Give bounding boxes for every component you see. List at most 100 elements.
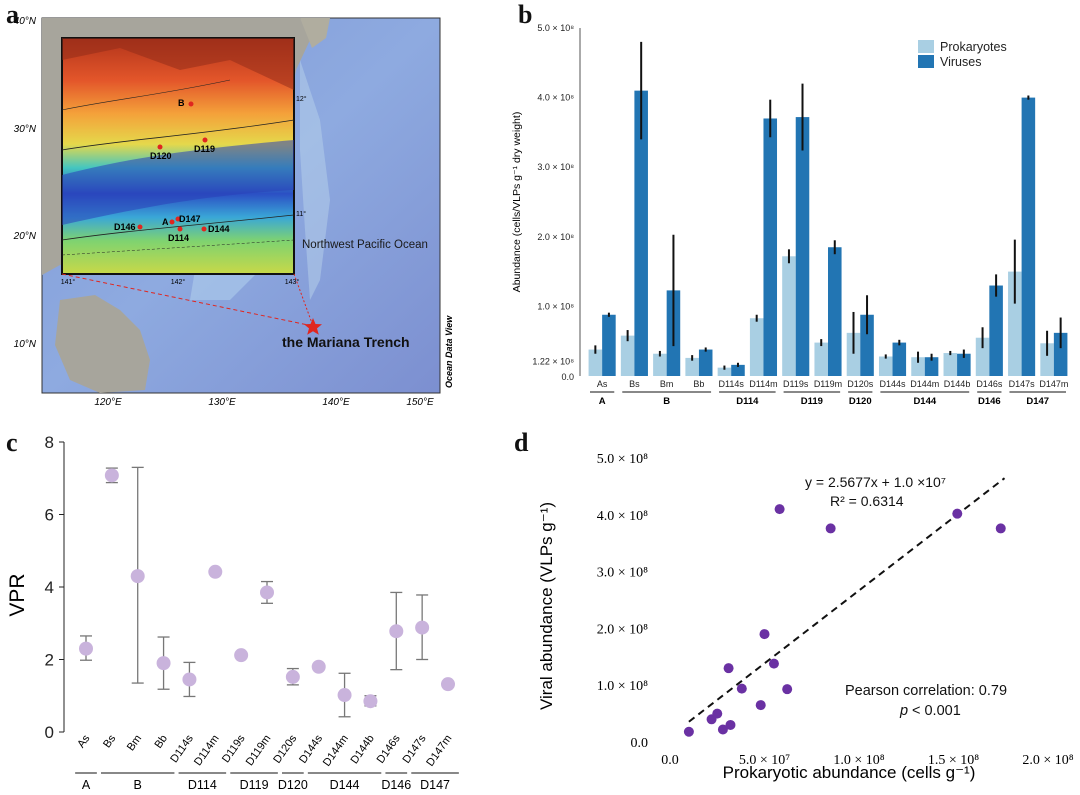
- lat-label-40: 40°N: [14, 16, 37, 27]
- b-y-axis-title: Abundance (cells/VLPs g⁻¹ dry weight): [511, 112, 523, 293]
- b-y-tick-label: 5.0 × 10⁸: [537, 23, 574, 33]
- d-point: [759, 629, 770, 640]
- b-bar-prokaryotes: [878, 356, 893, 376]
- d-point: [755, 700, 766, 711]
- b-group-label: D120: [849, 396, 872, 407]
- c-point: [363, 694, 378, 709]
- b-group-label: D114: [736, 396, 759, 407]
- chart-b-abundance: 0.0 1.22 × 10⁸ 1.0 × 10⁸ 2.0 × 10⁸ 3.0 × 10⁸…: [511, 23, 1068, 407]
- c-x-tick-label: D144m: [321, 733, 351, 769]
- chart-d-correlation: 0.0 5.0 × 10⁷ 1.0 × 10⁸ 1.5 × 10⁸ 2.0 × 10⁸ 0…: [537, 452, 1074, 782]
- b-y-tick-label: 4.0 × 10⁸: [537, 93, 574, 103]
- station-marker-d147: [175, 216, 181, 222]
- b-x-tick-label: D119s: [783, 379, 809, 389]
- b-y-tick-label: 2.0 × 10⁸: [537, 232, 574, 242]
- b-x-tick-label: Bm: [660, 379, 674, 389]
- c-x-tick-label: D120s: [271, 732, 299, 765]
- b-bar-viruses: [731, 364, 745, 376]
- b-x-tick-label: D120s: [847, 379, 874, 389]
- b-bar-prokaryotes: [911, 357, 925, 376]
- b-x-tick-label: D144b: [944, 379, 971, 389]
- c-group-label: D120: [278, 778, 308, 792]
- station-label-d119: D119: [194, 144, 215, 154]
- c-group-label: D147: [420, 778, 450, 792]
- b-bar-prokaryotes: [782, 256, 796, 376]
- b-bar-prokaryotes: [846, 332, 861, 376]
- b-bar-viruses: [602, 314, 616, 376]
- station-marker-b: [188, 101, 194, 107]
- c-point: [311, 659, 326, 674]
- d-y-tick-label: 4.0 × 10⁸: [597, 509, 648, 524]
- station-marker-d114: [177, 226, 183, 232]
- b-bar-prokaryotes: [975, 337, 990, 376]
- station-label-b: B: [178, 98, 185, 108]
- b-x-tick-label: D147s: [1009, 379, 1036, 389]
- b-x-tick-label: D114s: [719, 379, 745, 389]
- d-point: [683, 726, 694, 737]
- inset-connector-right: [293, 273, 314, 327]
- lon-label-120: 120°E: [94, 397, 122, 408]
- map-figure: 40°N 30°N 20°N 10°N 120°E 130°E 140°E 15…: [13, 16, 454, 408]
- b-bar-viruses: [698, 349, 713, 376]
- station-marker-d119: [202, 137, 208, 143]
- b-bar-viruses: [860, 314, 874, 376]
- c-group-label: D114: [188, 778, 217, 792]
- station-label-a: A: [162, 217, 169, 227]
- b-x-tick-label: D146s: [976, 379, 1003, 389]
- station-label-d146: D146: [114, 222, 136, 232]
- b-x-tick-label: Bs: [629, 379, 640, 389]
- b-bar-prokaryotes: [814, 342, 828, 376]
- b-bar-viruses: [795, 117, 810, 376]
- d-p-value: < 0.001: [912, 703, 961, 719]
- d-x-tick-label: 5.0 × 10⁷: [739, 753, 790, 768]
- d-x-tick-label: 1.5 × 10⁸: [928, 753, 979, 768]
- b-legend-swatch: [918, 40, 934, 53]
- b-y-tick-label: 1.22 × 10⁸: [532, 357, 574, 367]
- b-x-tick-label: D144m: [910, 379, 939, 389]
- d-point: [723, 663, 734, 674]
- panel-label-c: c: [6, 428, 18, 457]
- c-x-tick-label: As: [75, 732, 92, 750]
- c-y-axis-title: VPR: [6, 573, 29, 616]
- land-japan: [300, 18, 330, 48]
- land-philippines: [55, 295, 150, 393]
- d-point: [736, 683, 747, 694]
- b-bar-prokaryotes: [685, 357, 699, 376]
- c-point: [130, 569, 145, 584]
- inset-lon-143: 143°: [285, 278, 300, 286]
- d-y-tick-label: 0.0: [631, 736, 649, 751]
- c-y-tick-label: 4: [45, 578, 54, 597]
- b-x-tick-label: D119m: [814, 379, 842, 389]
- lat-label-20: 20°N: [13, 231, 37, 242]
- c-point: [389, 624, 404, 639]
- lat-label-10: 10°N: [14, 339, 37, 350]
- d-equation: y = 2.5677x + 1.0 ×10⁷: [805, 474, 946, 490]
- b-x-tick-label: D114m: [749, 379, 777, 389]
- station-marker-a: [169, 219, 175, 225]
- d-y-tick-label: 1.0 × 10⁸: [597, 679, 648, 694]
- b-bar-prokaryotes: [943, 353, 958, 376]
- station-label-d114: D114: [168, 233, 189, 243]
- c-x-tick-label: Bm: [125, 733, 144, 753]
- b-bar-viruses: [924, 357, 939, 376]
- c-group-label: A: [82, 778, 91, 792]
- d-y-axis-title: Viral abundance (VLPs g⁻¹): [537, 502, 556, 710]
- station-label-d144: D144: [208, 224, 230, 234]
- b-bar-prokaryotes: [653, 353, 667, 376]
- station-marker-d146: [137, 224, 143, 230]
- b-group-label: A: [599, 396, 606, 407]
- c-point: [234, 648, 249, 663]
- b-bar-viruses: [1053, 332, 1068, 376]
- b-x-tick-label: D147m: [1039, 379, 1068, 389]
- trench-label: the Mariana Trench: [282, 334, 410, 350]
- d-y-tick-label: 5.0 × 10⁸: [597, 452, 648, 467]
- b-bar-prokaryotes: [749, 318, 764, 376]
- inset-connector-left: [61, 273, 314, 327]
- lon-label-130: 130°E: [208, 397, 236, 408]
- c-point: [441, 677, 455, 692]
- d-x-tick-label: 0.0: [661, 753, 679, 768]
- c-point: [260, 585, 274, 600]
- b-bar-viruses: [763, 118, 778, 376]
- d-x-tick-label: 1.0 × 10⁸: [833, 753, 884, 768]
